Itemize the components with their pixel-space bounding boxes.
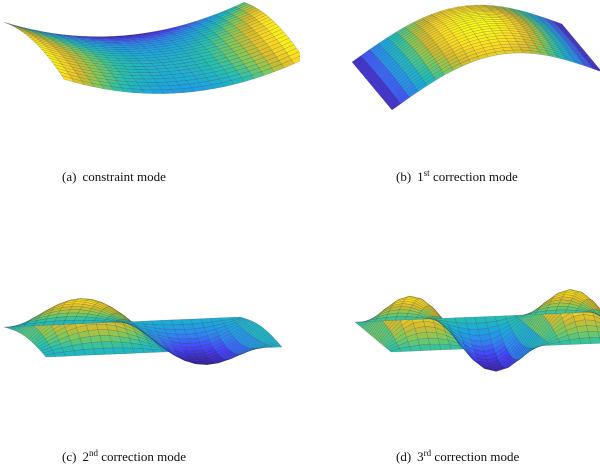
second-correction-mode-surface <box>3 298 283 365</box>
surface-facet <box>141 320 154 325</box>
caption-c-label: (c) <box>62 449 77 464</box>
surface-facet <box>171 319 183 325</box>
panel-a: (a) constraint mode <box>0 0 300 232</box>
constraint-mode-surface <box>3 2 300 94</box>
surface-facet <box>594 320 600 328</box>
surface-facet <box>464 316 477 324</box>
caption-b: (b) 1st correction mode <box>396 168 518 184</box>
surface-facet <box>103 347 115 355</box>
surface-facet <box>557 302 570 307</box>
caption-c-suffix: correction mode <box>101 449 187 464</box>
surface-facet <box>509 43 521 48</box>
surface-facet <box>132 347 145 354</box>
surface-facet <box>564 309 577 314</box>
caption-a-title: constraint mode <box>82 169 166 184</box>
surface-facet <box>589 337 600 344</box>
surface-facet <box>61 75 75 83</box>
surface-mesh <box>354 289 600 372</box>
surface-facet <box>476 322 489 330</box>
surface-facet <box>591 66 600 72</box>
surface-facet <box>419 343 432 351</box>
surface-facet <box>83 348 96 356</box>
surface-facet <box>88 329 100 337</box>
surface-facet <box>439 343 452 351</box>
surface-facet <box>396 312 409 317</box>
surface-facet <box>161 319 174 325</box>
surface-facet <box>99 335 112 342</box>
surface-facet <box>101 341 114 349</box>
surface-facet <box>178 338 190 344</box>
surface-facet <box>97 329 110 336</box>
surface-facet <box>394 316 407 321</box>
surface-facet <box>74 316 87 321</box>
surface-facet <box>68 309 81 314</box>
surface-facet <box>174 329 187 335</box>
surface-facet <box>162 324 175 330</box>
surface-mesh <box>351 4 600 111</box>
caption-a: (a) constraint mode <box>62 170 166 183</box>
panel-b: (b) 1st correction mode <box>300 0 600 232</box>
surface-mesh <box>3 298 283 365</box>
caption-d-suffix: correction mode <box>434 449 520 464</box>
surface-facet <box>182 323 195 330</box>
surface-facet <box>426 331 439 339</box>
surface-facet <box>467 328 480 336</box>
caption-d: (d) 3rd correction mode <box>396 448 520 464</box>
surface-facet <box>503 49 515 54</box>
surface-facet <box>404 316 417 321</box>
caption-d-ordinal: 3 <box>417 449 424 464</box>
surface-facet <box>112 347 125 355</box>
third-correction-mode-surface <box>354 289 600 372</box>
surface-facet <box>96 323 108 330</box>
surface-facet <box>190 318 203 325</box>
surface-facet <box>180 318 193 325</box>
caption-d-sup: rd <box>423 448 432 458</box>
surface-facet <box>466 323 479 330</box>
surface-facet <box>71 303 84 307</box>
surface-facet <box>427 337 440 345</box>
surface-facet <box>172 324 185 330</box>
surface-facet <box>91 341 104 349</box>
caption-b-sup: st <box>423 168 430 178</box>
caption-a-label: (a) <box>62 169 77 184</box>
surface-facet <box>93 347 106 356</box>
caption-b-label: (b) <box>396 169 412 184</box>
panel-d: (d) 3rd correction mode <box>300 232 600 464</box>
surface-facet <box>179 342 192 348</box>
surface-facet <box>589 64 600 71</box>
surface-facet <box>69 306 82 310</box>
surface-facet <box>584 311 597 314</box>
surface-facet <box>469 334 482 342</box>
surface-facet <box>596 325 600 333</box>
surface-facet <box>454 317 467 324</box>
first-correction-mode-surface <box>351 4 600 111</box>
surface-facet <box>184 328 197 335</box>
surface-facet <box>64 316 77 321</box>
surface-facet <box>554 309 567 314</box>
surface-facet <box>151 320 164 325</box>
caption-b-suffix: correction mode <box>432 169 518 184</box>
caption-c: (c) 2nd correction mode <box>62 448 187 464</box>
caption-c-ordinal: 2 <box>82 449 89 464</box>
surface-facet <box>579 337 592 345</box>
surface-facet <box>111 341 124 348</box>
surface-facet <box>586 325 599 332</box>
surface-mesh <box>3 2 300 94</box>
surface-facet <box>89 335 102 343</box>
surface-facet <box>593 315 600 323</box>
surface-facet <box>122 347 135 354</box>
caption-c-sup: nd <box>88 448 98 458</box>
surface-facet <box>474 316 487 324</box>
surface-facet <box>429 343 442 351</box>
surface-facet <box>229 316 242 320</box>
caption-d-label: (d) <box>396 449 412 464</box>
caption-b-ordinal: 1 <box>417 169 424 184</box>
surface-facet <box>66 312 79 317</box>
panel-c: (c) 2nd correction mode <box>0 232 300 464</box>
surface-facet <box>587 331 600 338</box>
surface-facet <box>397 309 410 314</box>
surface-facet <box>556 306 569 311</box>
surface-facet <box>176 333 189 339</box>
